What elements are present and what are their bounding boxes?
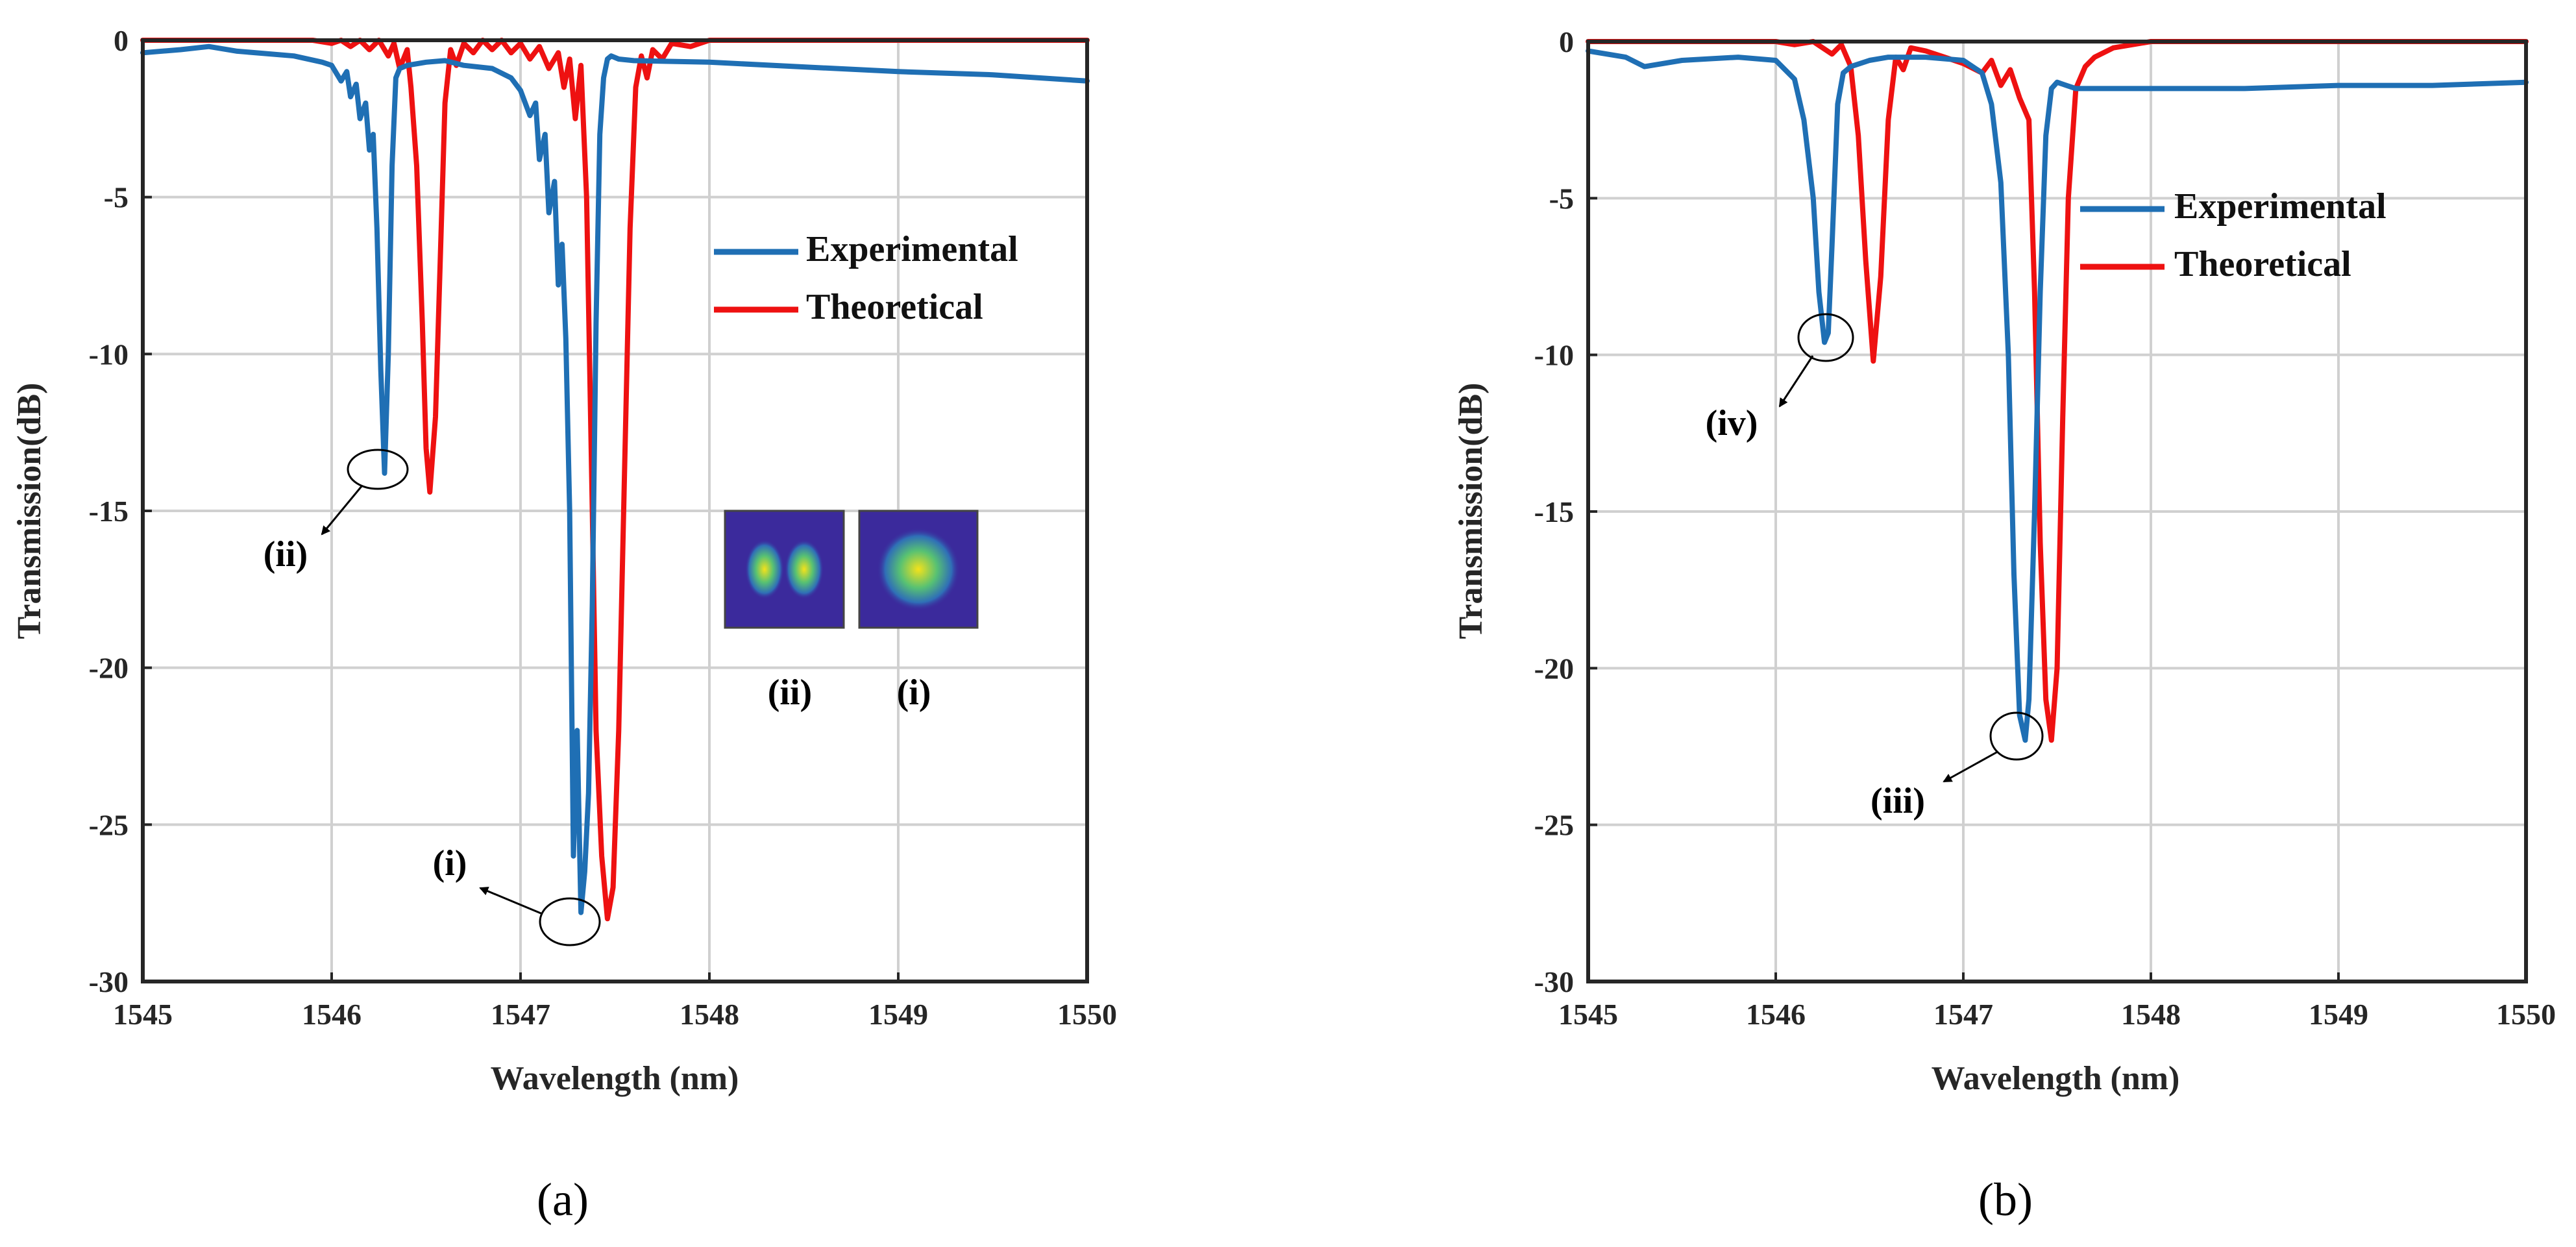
y-tick-label: -15 bbox=[1534, 495, 1574, 528]
mode-image-i bbox=[858, 510, 979, 629]
annotation-label-i: (i) bbox=[433, 843, 467, 883]
panel-label-a: (a) bbox=[537, 1174, 589, 1226]
annotation-arrow-iv bbox=[1778, 355, 1814, 408]
mode-profile-inset: (ii) (i) bbox=[724, 510, 979, 713]
annotation-arrow-ii bbox=[321, 485, 363, 536]
y-tick-label: -5 bbox=[1549, 182, 1574, 215]
x-axis-label-b: Wavelength (nm) bbox=[1932, 1060, 2180, 1097]
grid-b bbox=[1588, 42, 2526, 982]
annotation-label-ii: (ii) bbox=[264, 534, 308, 574]
annotation-label-iii: (iii) bbox=[1871, 781, 1925, 821]
x-tick-label: 1550 bbox=[2496, 998, 2556, 1031]
y-tick-label: -20 bbox=[89, 652, 129, 685]
chart-panel-a: 1545 1546 1547 1548 1549 1550 0 -5 -10 -15 -20 -25 -… bbox=[11, 24, 1117, 1226]
annotation-i-a: (i) bbox=[433, 843, 601, 946]
y-tick-label: -30 bbox=[1534, 965, 1574, 998]
x-tick-label: 1548 bbox=[680, 998, 739, 1031]
x-tick-label: 1548 bbox=[2121, 998, 2181, 1031]
mode-spot bbox=[877, 528, 960, 611]
y-tick-label: -20 bbox=[1534, 652, 1574, 685]
y-axis-label-a: Transmission(dB) bbox=[11, 383, 48, 639]
y-tick-label: -25 bbox=[1534, 809, 1574, 842]
x-axis-label-a: Wavelength (nm) bbox=[491, 1060, 739, 1097]
y-tick-label: 0 bbox=[1559, 25, 1574, 58]
x-tick-label: 1549 bbox=[2309, 998, 2368, 1031]
x-tick-label: 1546 bbox=[302, 998, 362, 1031]
annotation-arrow-iii bbox=[1943, 750, 1998, 783]
series-group-a bbox=[140, 38, 1090, 922]
y-tick-label: -10 bbox=[1534, 339, 1574, 372]
mode-image-ii-frame bbox=[724, 510, 845, 629]
annotation-arrow-i bbox=[479, 887, 543, 915]
mode-lobe-right bbox=[785, 539, 824, 599]
panel-label-b: (b) bbox=[1978, 1174, 2033, 1226]
y-tick-label: -5 bbox=[104, 181, 129, 214]
annotation-iv-b: (iv) bbox=[1706, 313, 1854, 443]
y-tick-label: 0 bbox=[114, 24, 129, 57]
annotation-ii-a: (ii) bbox=[264, 449, 409, 574]
x-tick-label: 1546 bbox=[1746, 998, 1806, 1031]
mode-lobe-left bbox=[745, 539, 784, 599]
legend-a: Experimental Theoretical bbox=[714, 229, 1018, 327]
x-tick-label: 1545 bbox=[1558, 998, 1618, 1031]
series-line-theoretical bbox=[1586, 39, 2529, 743]
legend-label-experimental-a: Experimental bbox=[806, 229, 1018, 269]
axis-ticks-b: 1545 1546 1547 1548 1549 1550 0 -5 -10 -15 -20 -25 -… bbox=[1534, 25, 2556, 1031]
series-line-experimental bbox=[140, 43, 1090, 915]
x-tick-label: 1547 bbox=[491, 998, 550, 1031]
legend-label-theoretical-a: Theoretical bbox=[806, 287, 983, 327]
annotation-ellipse-i bbox=[539, 897, 601, 946]
x-tick-label: 1547 bbox=[1933, 998, 1993, 1031]
annotation-ellipse-iv bbox=[1797, 313, 1854, 362]
mode-image-ii bbox=[724, 510, 845, 629]
axis-ticks-a: 1545 1546 1547 1548 1549 1550 0 -5 -10 -15 -20 -25 -… bbox=[89, 24, 1117, 1031]
annotation-label-iv: (iv) bbox=[1706, 403, 1758, 443]
legend-label-theoretical-b: Theoretical bbox=[2174, 244, 2351, 284]
inset-label-ii: (ii) bbox=[768, 673, 812, 713]
y-tick-label: -30 bbox=[89, 965, 129, 998]
x-tick-label: 1545 bbox=[113, 998, 173, 1031]
y-tick-label: -10 bbox=[89, 338, 129, 371]
y-axis-label-b: Transmission(dB) bbox=[1453, 383, 1490, 639]
chart-panel-b: 1545 1546 1547 1548 1549 1550 0 -5 -10 -15 -20 -25 -… bbox=[1453, 25, 2556, 1226]
annotation-ellipse-ii bbox=[347, 449, 409, 490]
x-tick-label: 1550 bbox=[1057, 998, 1117, 1031]
y-tick-label: -15 bbox=[89, 495, 129, 528]
y-tick-label: -25 bbox=[89, 808, 129, 841]
inset-label-i: (i) bbox=[897, 673, 931, 713]
x-tick-label: 1549 bbox=[868, 998, 928, 1031]
series-group-b bbox=[1586, 39, 2529, 743]
series-line-experimental bbox=[1586, 48, 2529, 743]
annotation-iii-b: (iii) bbox=[1871, 711, 2044, 821]
series-line-theoretical bbox=[140, 38, 1090, 922]
annotation-ellipse-iii bbox=[1989, 711, 2044, 761]
legend-b: Experimental Theoretical bbox=[2080, 186, 2386, 284]
legend-label-experimental-b: Experimental bbox=[2174, 186, 2386, 227]
